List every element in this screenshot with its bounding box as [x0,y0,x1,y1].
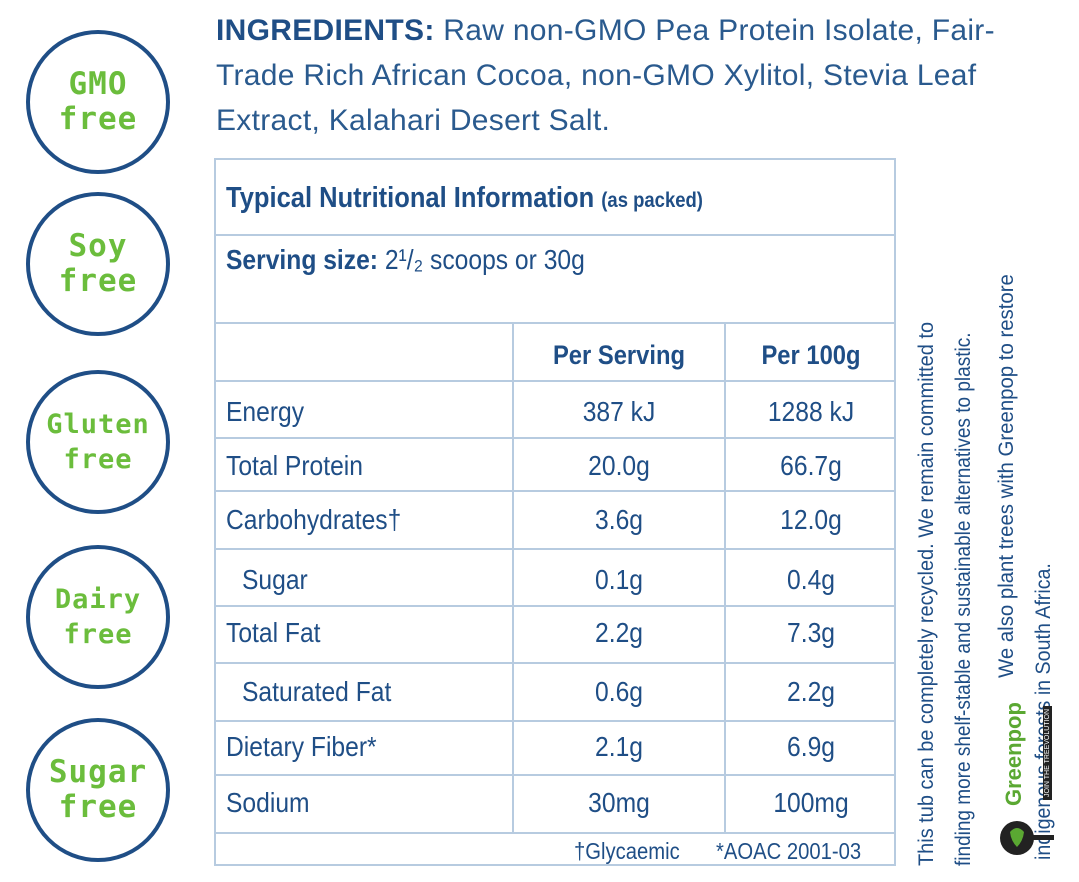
dairy-free-badge: Dairy free [26,545,170,689]
row-label: Sodium [226,787,310,818]
greenpop-wordmark: Greenpop [1001,702,1026,806]
row-per-serving: 2.2g [595,617,643,648]
badge-line2: free [63,444,133,475]
sugar-free-badge: Sugar free [26,718,170,862]
row-per-serving: 2.1g [595,731,643,762]
row-per-100g: 7.3g [787,617,835,648]
row-per-100g: 0.4g [787,564,835,595]
serving-size: Serving size: 2¹/₂ scoops or 30g [226,244,585,276]
row-per-serving: 3.6g [595,504,643,535]
badge-line1: Soy [68,228,128,264]
row-per-100g: 6.9g [787,731,835,762]
badge-line1: GMO [68,66,128,102]
serving-size-label: Serving size: [226,244,379,275]
footnote-glycaemic: †Glycaemic [574,838,680,864]
gmo-free-badge: GMO free [26,30,170,174]
row-label: Sugar [242,564,308,595]
greenpop-logo: Greenpop JOIN THE TREEVOLUTION [997,660,1057,873]
row-per-100g: 1288 kJ [767,396,855,427]
recycle-text-line2: finding more shelf-stable and sustainabl… [952,332,975,866]
gluten-free-badge: Gluten free [26,370,170,514]
nutrition-title: Typical Nutritional Information (as pack… [226,182,703,215]
badge-line2: free [58,789,138,825]
row-per-serving: 387 kJ [582,396,656,427]
ingredients-list: Raw non-GMO Pea Protein Isolate, Fair-Tr… [216,14,995,137]
ingredients-heading: INGREDIENTS: [216,14,435,47]
row-per-100g: 12.0g [780,504,842,535]
row-per-100g: 2.2g [787,676,835,707]
badge-line2: free [58,263,138,299]
ingredients-text: INGREDIENTS: Raw non-GMO Pea Protein Iso… [216,8,1068,143]
col-per-serving: Per Serving [552,340,686,370]
nutrition-panel: Typical Nutritional Information (as pack… [214,158,896,866]
row-per-serving: 0.6g [595,676,643,707]
row-label: Total Protein [226,450,363,481]
soy-free-badge: Soy free [26,192,170,336]
recycle-text-line1: This tub can be completely recycled. We … [915,321,938,866]
row-label: Energy [226,396,305,427]
footnote-aoac: *AOAC 2001-03 [716,838,862,864]
nutrition-title-text: Typical Nutritional Information [226,182,595,214]
badge-line2: free [63,619,133,650]
row-per-serving: 0.1g [595,564,643,595]
badge-line2: free [58,101,138,137]
col-per-100g: Per 100g [761,340,861,370]
row-label: Dietary Fiber* [226,731,377,762]
row-label: Total Fat [226,617,321,648]
greenpop-tagline: JOIN THE TREEVOLUTION [1043,705,1052,800]
serving-size-value: 2¹/₂ scoops or 30g [384,244,585,275]
row-per-100g: 100mg [773,787,849,818]
badge-line1: Gluten [46,409,150,440]
row-label: Saturated Fat [242,676,392,707]
badge-line1: Sugar [48,754,148,790]
row-label: Carbohydrates† [226,504,402,535]
row-per-serving: 20.0g [588,450,650,481]
greenpop-text-line1: We also plant trees with Greenpop to res… [995,274,1018,678]
row-per-serving: 30mg [588,787,650,818]
badge-line1: Dairy [54,584,142,615]
greenpop-tree-icon [1000,821,1054,855]
nutrition-title-note: (as packed) [601,189,703,212]
row-per-100g: 66.7g [780,450,842,481]
